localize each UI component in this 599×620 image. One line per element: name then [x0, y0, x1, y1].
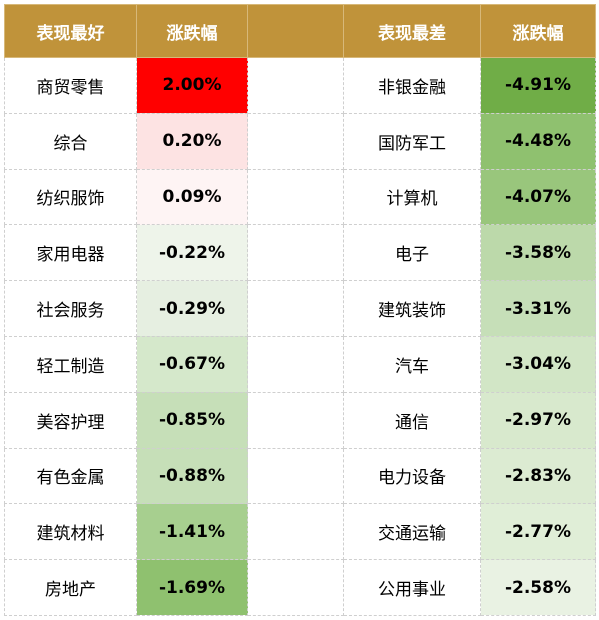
worst-industry-name: 汽车 [343, 335, 481, 393]
best-industry-name: 家用电器 [4, 224, 137, 282]
table-row: 有色金属 -0.88% 电力设备 -2.83% [4, 447, 596, 505]
worst-industry-name: 交通运输 [343, 503, 481, 561]
gap-cell [247, 503, 344, 561]
best-industry-name: 轻工制造 [4, 335, 137, 393]
worst-industry-change: -2.83% [480, 447, 596, 505]
table-row: 轻工制造 -0.67% 汽车 -3.04% [4, 335, 596, 393]
table-row: 纺织服饰 0.09% 计算机 -4.07% [4, 168, 596, 226]
best-header: 表现最好 [4, 4, 137, 58]
table-row: 美容护理 -0.85% 通信 -2.97% [4, 391, 596, 449]
worst-header: 表现最差 [343, 4, 481, 58]
worst-industry-name: 通信 [343, 391, 481, 449]
best-industry-name: 美容护理 [4, 391, 137, 449]
best-industry-name: 房地产 [4, 559, 137, 616]
worst-industry-change: -2.77% [480, 503, 596, 561]
worst-industry-change: -4.48% [480, 112, 596, 170]
worst-industry-name: 电力设备 [343, 447, 481, 505]
gap-cell [247, 447, 344, 505]
best-industry-name: 商贸零售 [4, 57, 137, 114]
best-industry-change: -0.85% [136, 391, 248, 449]
best-industry-change: -1.41% [136, 503, 248, 561]
best-industry-change: -0.88% [136, 447, 248, 505]
best-industry-change: -0.22% [136, 224, 248, 282]
worst-industry-name: 国防军工 [343, 112, 481, 170]
best-industry-name: 社会服务 [4, 280, 137, 337]
worst-industry-change: -4.91% [480, 57, 596, 114]
worst-industry-change: -3.31% [480, 280, 596, 337]
worst-industry-change: -4.07% [480, 168, 596, 226]
table-row: 商贸零售 2.00% 非银金融 -4.91% [4, 57, 596, 114]
gap-cell [247, 112, 344, 170]
worst-industry-name: 公用事业 [343, 559, 481, 616]
table-row: 家用电器 -0.22% 电子 -3.58% [4, 224, 596, 282]
best-change-header: 涨跌幅 [136, 4, 248, 58]
best-industry-change: -0.67% [136, 335, 248, 393]
worst-industry-name: 非银金融 [343, 57, 481, 114]
best-industry-change: 0.09% [136, 168, 248, 226]
best-industry-name: 有色金属 [4, 447, 137, 505]
best-industry-name: 综合 [4, 112, 137, 170]
gap-cell [247, 224, 344, 282]
best-industry-change: -0.29% [136, 280, 248, 337]
worst-industry-change: -3.58% [480, 224, 596, 282]
worst-industry-change: -2.58% [480, 559, 596, 616]
worst-industry-name: 建筑装饰 [343, 280, 481, 337]
table-row: 建筑材料 -1.41% 交通运输 -2.77% [4, 503, 596, 561]
performance-grid: 表现最好 涨跌幅 表现最差 涨跌幅 商贸零售 2.00% 非银金融 -4.91% 综合 0… [4, 4, 596, 616]
table-body: 商贸零售 2.00% 非银金融 -4.91% 综合 0.20% 国防军工 -4.48% 纺织服饰… [4, 57, 596, 616]
worst-change-header: 涨跌幅 [480, 4, 596, 58]
industry-performance-table: 表现最好 涨跌幅 表现最差 涨跌幅 商贸零售 2.00% 非银金融 -4.91% 综合 0… [4, 4, 596, 616]
best-industry-change: 0.20% [136, 112, 248, 170]
gap-cell [247, 168, 344, 226]
worst-industry-change: -3.04% [480, 335, 596, 393]
header-row: 表现最好 涨跌幅 表现最差 涨跌幅 [4, 4, 596, 58]
table-row: 综合 0.20% 国防军工 -4.48% [4, 112, 596, 170]
worst-industry-name: 计算机 [343, 168, 481, 226]
gap-cell [247, 559, 344, 616]
gap-cell [247, 391, 344, 449]
worst-industry-change: -2.97% [480, 391, 596, 449]
gap-header [247, 4, 344, 58]
gap-cell [247, 335, 344, 393]
best-industry-name: 纺织服饰 [4, 168, 137, 226]
gap-cell [247, 280, 344, 337]
table-row: 社会服务 -0.29% 建筑装饰 -3.31% [4, 280, 596, 337]
best-industry-name: 建筑材料 [4, 503, 137, 561]
table-row: 房地产 -1.69% 公用事业 -2.58% [4, 559, 596, 616]
gap-cell [247, 57, 344, 114]
best-industry-change: 2.00% [136, 57, 248, 114]
worst-industry-name: 电子 [343, 224, 481, 282]
best-industry-change: -1.69% [136, 559, 248, 616]
